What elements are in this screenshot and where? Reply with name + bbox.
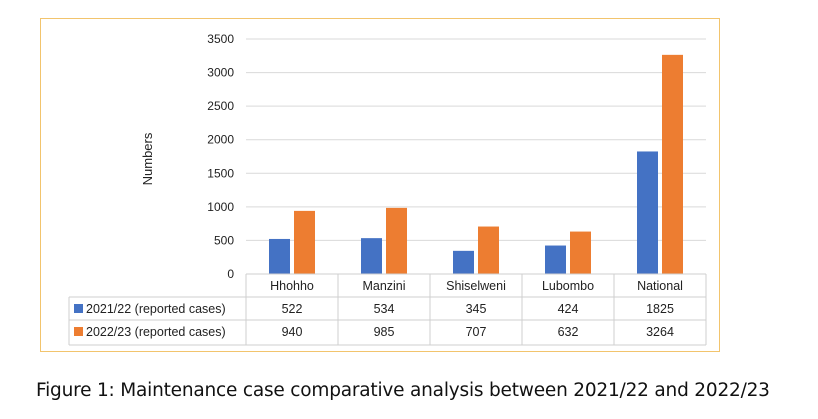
data-table-value: 707 bbox=[466, 325, 487, 339]
bar-2022-23 bbox=[478, 226, 499, 274]
y-tick-label: 2500 bbox=[207, 99, 234, 113]
data-table-value: 424 bbox=[558, 302, 579, 316]
data-table-value: 345 bbox=[466, 302, 487, 316]
figure-caption: Figure 1: Maintenance case comparative a… bbox=[36, 380, 770, 401]
y-tick-label: 3500 bbox=[207, 32, 234, 46]
bar-2022-23 bbox=[294, 210, 315, 274]
y-tick-label: 1500 bbox=[207, 166, 234, 180]
data-table-value: 522 bbox=[282, 302, 303, 316]
data-table-value: 1825 bbox=[646, 302, 674, 316]
bar-2021-22 bbox=[453, 250, 474, 274]
bar-2021-22 bbox=[361, 238, 382, 274]
data-table-value: 985 bbox=[374, 325, 395, 339]
data-table-value: 3264 bbox=[646, 325, 674, 339]
data-table-value: 632 bbox=[558, 325, 579, 339]
data-table-value: 940 bbox=[282, 325, 303, 339]
bar-2021-22 bbox=[269, 238, 290, 274]
chart-frame: 0 500 1000 1500 2000 2500 3000 3500 Numbers Hhohh… bbox=[40, 18, 720, 352]
y-tick-label: 3000 bbox=[207, 66, 234, 80]
y-tick-label: 1000 bbox=[207, 200, 234, 214]
category-label: Manzini bbox=[362, 279, 405, 293]
category-label: Shiselweni bbox=[446, 279, 506, 293]
y-tick-label: 2000 bbox=[207, 133, 234, 147]
category-label: Lubombo bbox=[542, 279, 594, 293]
legend-key bbox=[74, 304, 83, 313]
data-table-value: 534 bbox=[374, 302, 395, 316]
legend-label: 2022/23 (reported cases) bbox=[86, 325, 226, 339]
category-label: Hhohho bbox=[270, 279, 314, 293]
y-tick-label: 500 bbox=[214, 233, 234, 247]
y-tick-label: 0 bbox=[227, 267, 234, 281]
bar-2022-23 bbox=[662, 54, 683, 274]
legend-label: 2021/22 (reported cases) bbox=[86, 302, 226, 316]
bar-2021-22 bbox=[637, 151, 658, 274]
bar-2022-23 bbox=[570, 231, 591, 274]
legend-key bbox=[74, 327, 83, 336]
bar-chart: 0 500 1000 1500 2000 2500 3000 3500 Numbers Hhohh… bbox=[68, 32, 707, 346]
y-axis-label: Numbers bbox=[140, 132, 155, 185]
category-label: National bbox=[637, 279, 683, 293]
bar-2022-23 bbox=[386, 207, 407, 274]
bar-2021-22 bbox=[545, 245, 566, 274]
